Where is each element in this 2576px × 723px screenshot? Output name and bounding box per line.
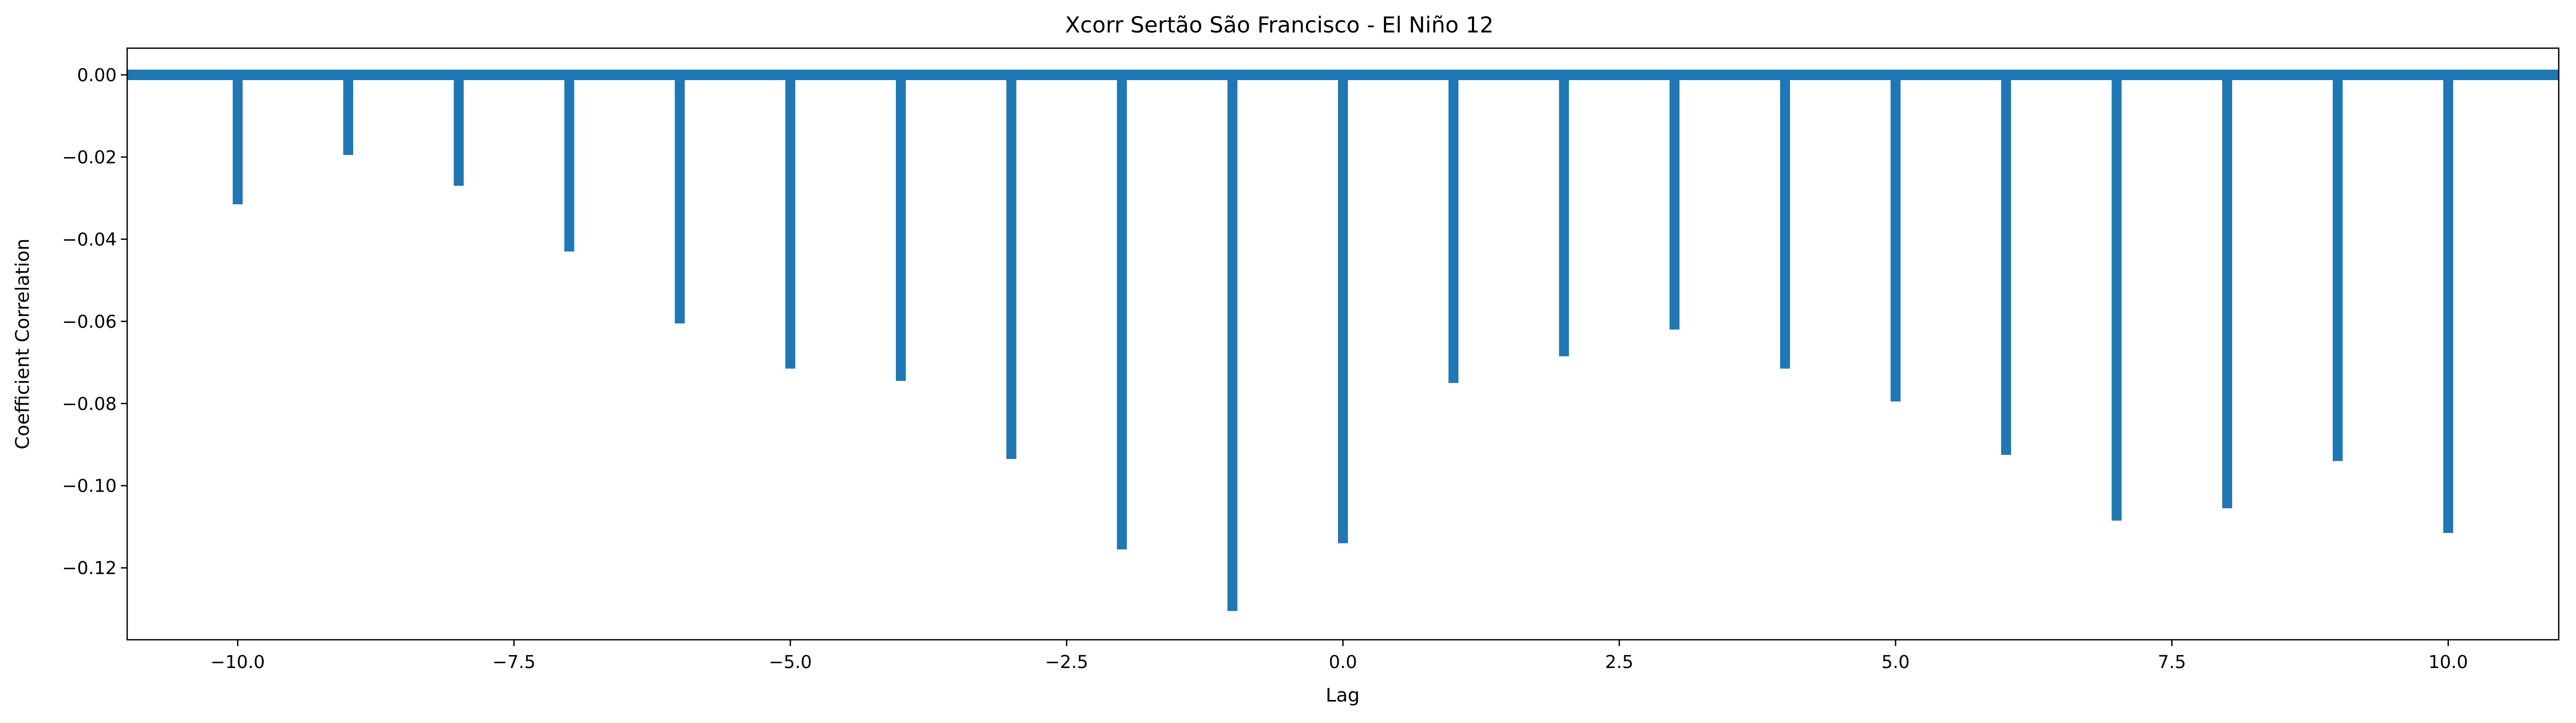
bars-group: [232, 75, 2454, 611]
y-tick-label: −0.04: [62, 229, 117, 250]
bar-lag--5: [785, 75, 795, 369]
x-axis-label: Lag: [1326, 685, 1360, 706]
y-tick-label: −0.12: [62, 558, 117, 579]
chart-title: Xcorr Sertão São Francisco - El Niño 12: [1065, 12, 1494, 38]
x-tick-label: 10.0: [2428, 652, 2468, 673]
bar-lag-1: [1448, 75, 1459, 383]
bar-lag-6: [2001, 75, 2011, 455]
x-tick-label: −5.0: [769, 652, 812, 673]
bar-lag-0: [1338, 75, 1348, 543]
bar-lag-3: [1669, 75, 1680, 330]
x-tick-label: −2.5: [1045, 652, 1088, 673]
plot-area-frame: [126, 47, 2560, 641]
x-tick-label: 0.0: [1329, 652, 1357, 673]
bar-lag--6: [674, 75, 685, 324]
bar-lag-5: [1891, 75, 1901, 402]
bar-lag--3: [1006, 75, 1017, 459]
bar-lag--9: [343, 75, 353, 155]
bar-lag--7: [564, 75, 575, 252]
y-tick-label: −0.02: [62, 147, 117, 168]
bar-lag-7: [2111, 75, 2122, 521]
y-tick-label: −0.08: [62, 394, 117, 415]
x-axis-ticks: −10.0 −7.5 −5.0 −2.5 0.0 2.5 5.0 7.5 10.0: [210, 640, 2468, 673]
bar-lag-10: [2443, 75, 2454, 533]
x-tick-label: 7.5: [2158, 652, 2186, 673]
bar-lag--4: [896, 75, 906, 381]
bar-lag-2: [1559, 75, 1569, 357]
y-tick-label: −0.10: [62, 476, 117, 497]
bar-lag--8: [454, 75, 464, 186]
x-tick-label: 2.5: [1605, 652, 1634, 673]
x-tick-label: −7.5: [492, 652, 536, 673]
zero-baseline: [127, 70, 2559, 81]
y-tick-label: −0.06: [62, 312, 117, 332]
y-tick-label: 0.00: [77, 65, 117, 86]
bar-lag--10: [232, 75, 243, 205]
x-tick-label: −10.0: [210, 652, 265, 673]
bar-lag--2: [1117, 75, 1127, 550]
bar-lag-9: [2333, 75, 2343, 461]
x-tick-label: 5.0: [1882, 652, 1910, 673]
y-axis-label: Coefficient Correlation: [12, 239, 33, 450]
bar-lag-8: [2222, 75, 2232, 508]
bar-lag-4: [1780, 75, 1790, 369]
y-axis-ticks: 0.00 −0.02 −0.04 −0.06 −0.08 −0.10 −0.12: [62, 65, 127, 579]
bar-lag--1: [1227, 75, 1238, 611]
